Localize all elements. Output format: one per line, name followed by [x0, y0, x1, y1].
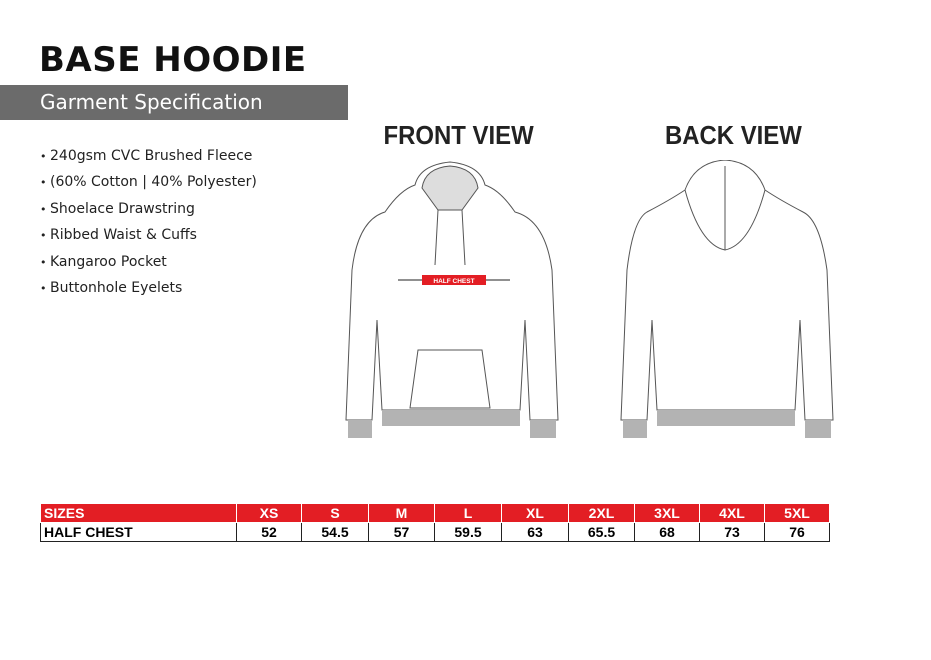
table-cell: 59.5	[434, 522, 502, 542]
size-header: 3XL	[634, 503, 700, 523]
size-header: XS	[236, 503, 302, 523]
spec-item: Kangaroo Pocket	[40, 254, 257, 280]
spec-item: Buttonhole Eyelets	[40, 280, 257, 306]
spec-item: Shoelace Drawstring	[40, 201, 257, 227]
table-cell: 63	[501, 522, 569, 542]
spec-item: (60% Cotton | 40% Polyester)	[40, 174, 257, 200]
table-cell: 52	[236, 522, 302, 542]
table-cell: 73	[699, 522, 765, 542]
size-chart-table: SIZES XS S M L XL 2XL 3XL 4XL 5XL HALF C…	[40, 503, 830, 542]
table-cell: 54.5	[301, 522, 369, 542]
front-view-label: FRONT VIEW	[383, 120, 534, 150]
table-cell: 57	[368, 522, 435, 542]
size-header: L	[434, 503, 502, 523]
table-row: HALF CHEST 52 54.5 57 59.5 63 65.5 68 73…	[40, 522, 830, 542]
measure-label: HALF CHEST	[433, 278, 474, 285]
measure-label-bg	[422, 275, 486, 285]
page-title: BASE HOODIE	[39, 40, 307, 80]
size-header: 4XL	[699, 503, 765, 523]
back-view-label: BACK VIEW	[664, 120, 802, 150]
size-header: S	[301, 503, 369, 523]
size-header: XL	[501, 503, 569, 523]
table-cell: 76	[764, 522, 830, 542]
size-header: 5XL	[764, 503, 830, 523]
row-label: HALF CHEST	[40, 522, 237, 542]
size-header: M	[368, 503, 435, 523]
size-header: 2XL	[568, 503, 635, 523]
spec-item: 240gsm CVC Brushed Fleece	[40, 148, 257, 174]
table-cell: 65.5	[568, 522, 635, 542]
spec-list: 240gsm CVC Brushed Fleece (60% Cotton | …	[40, 148, 257, 306]
spec-item: Ribbed Waist & Cuffs	[40, 227, 257, 253]
front-hoodie-illustration: HALF CHEST	[345, 161, 559, 438]
table-header-row: SIZES XS S M L XL 2XL 3XL 4XL 5XL	[40, 503, 830, 523]
table-cell: 68	[634, 522, 700, 542]
subtitle: Garment Specification	[40, 90, 263, 114]
back-hoodie-illustration	[620, 160, 834, 438]
subtitle-bar	[0, 85, 348, 120]
header-label: SIZES	[40, 503, 237, 523]
